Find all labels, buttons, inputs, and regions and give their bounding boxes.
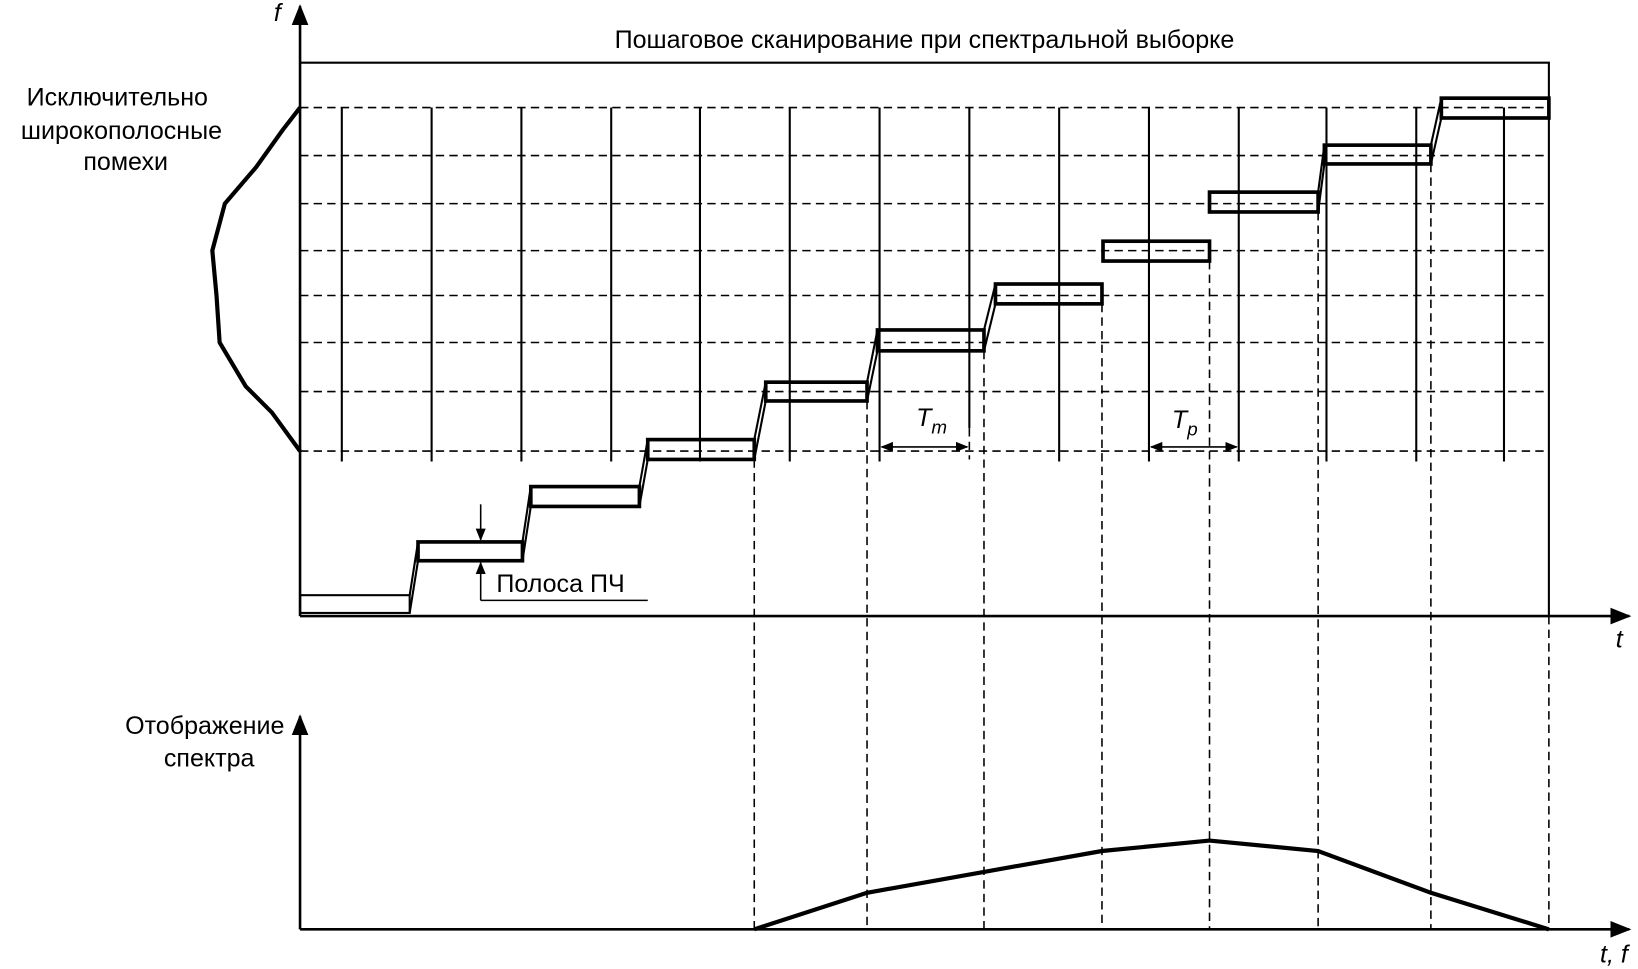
if-band-label: Полоса ПЧ xyxy=(496,570,624,598)
tf-axis-label: t, f xyxy=(1600,941,1631,969)
top-graph xyxy=(210,4,1632,930)
dashed-grid xyxy=(300,106,1549,452)
tm-main: T xyxy=(916,404,933,432)
tp-label: Tp xyxy=(1172,406,1198,439)
display-label: Отображение xyxy=(125,712,284,740)
interference-label: Исключительно xyxy=(27,83,208,111)
tm-label: Tm xyxy=(916,404,947,437)
t-axis-label: t xyxy=(1616,625,1624,653)
tp-main: T xyxy=(1172,406,1189,434)
tp-sub: p xyxy=(1186,418,1197,439)
if-band-annotation xyxy=(475,504,648,602)
bottom-graph xyxy=(291,714,1632,938)
sample-lines xyxy=(340,107,1506,462)
interference-label: помехи xyxy=(83,148,168,176)
display-label: спектра xyxy=(164,744,255,772)
tm-sub: m xyxy=(931,416,947,437)
interference-label: широкополосные xyxy=(21,117,222,145)
spectrum-curve xyxy=(753,838,1550,932)
title: Пошаговое сканирование при спектральной … xyxy=(615,26,1235,54)
scan-steps xyxy=(298,96,1551,614)
interference-curve xyxy=(210,106,302,453)
f-axis-label: f xyxy=(274,0,284,27)
step-projections xyxy=(753,163,1550,930)
